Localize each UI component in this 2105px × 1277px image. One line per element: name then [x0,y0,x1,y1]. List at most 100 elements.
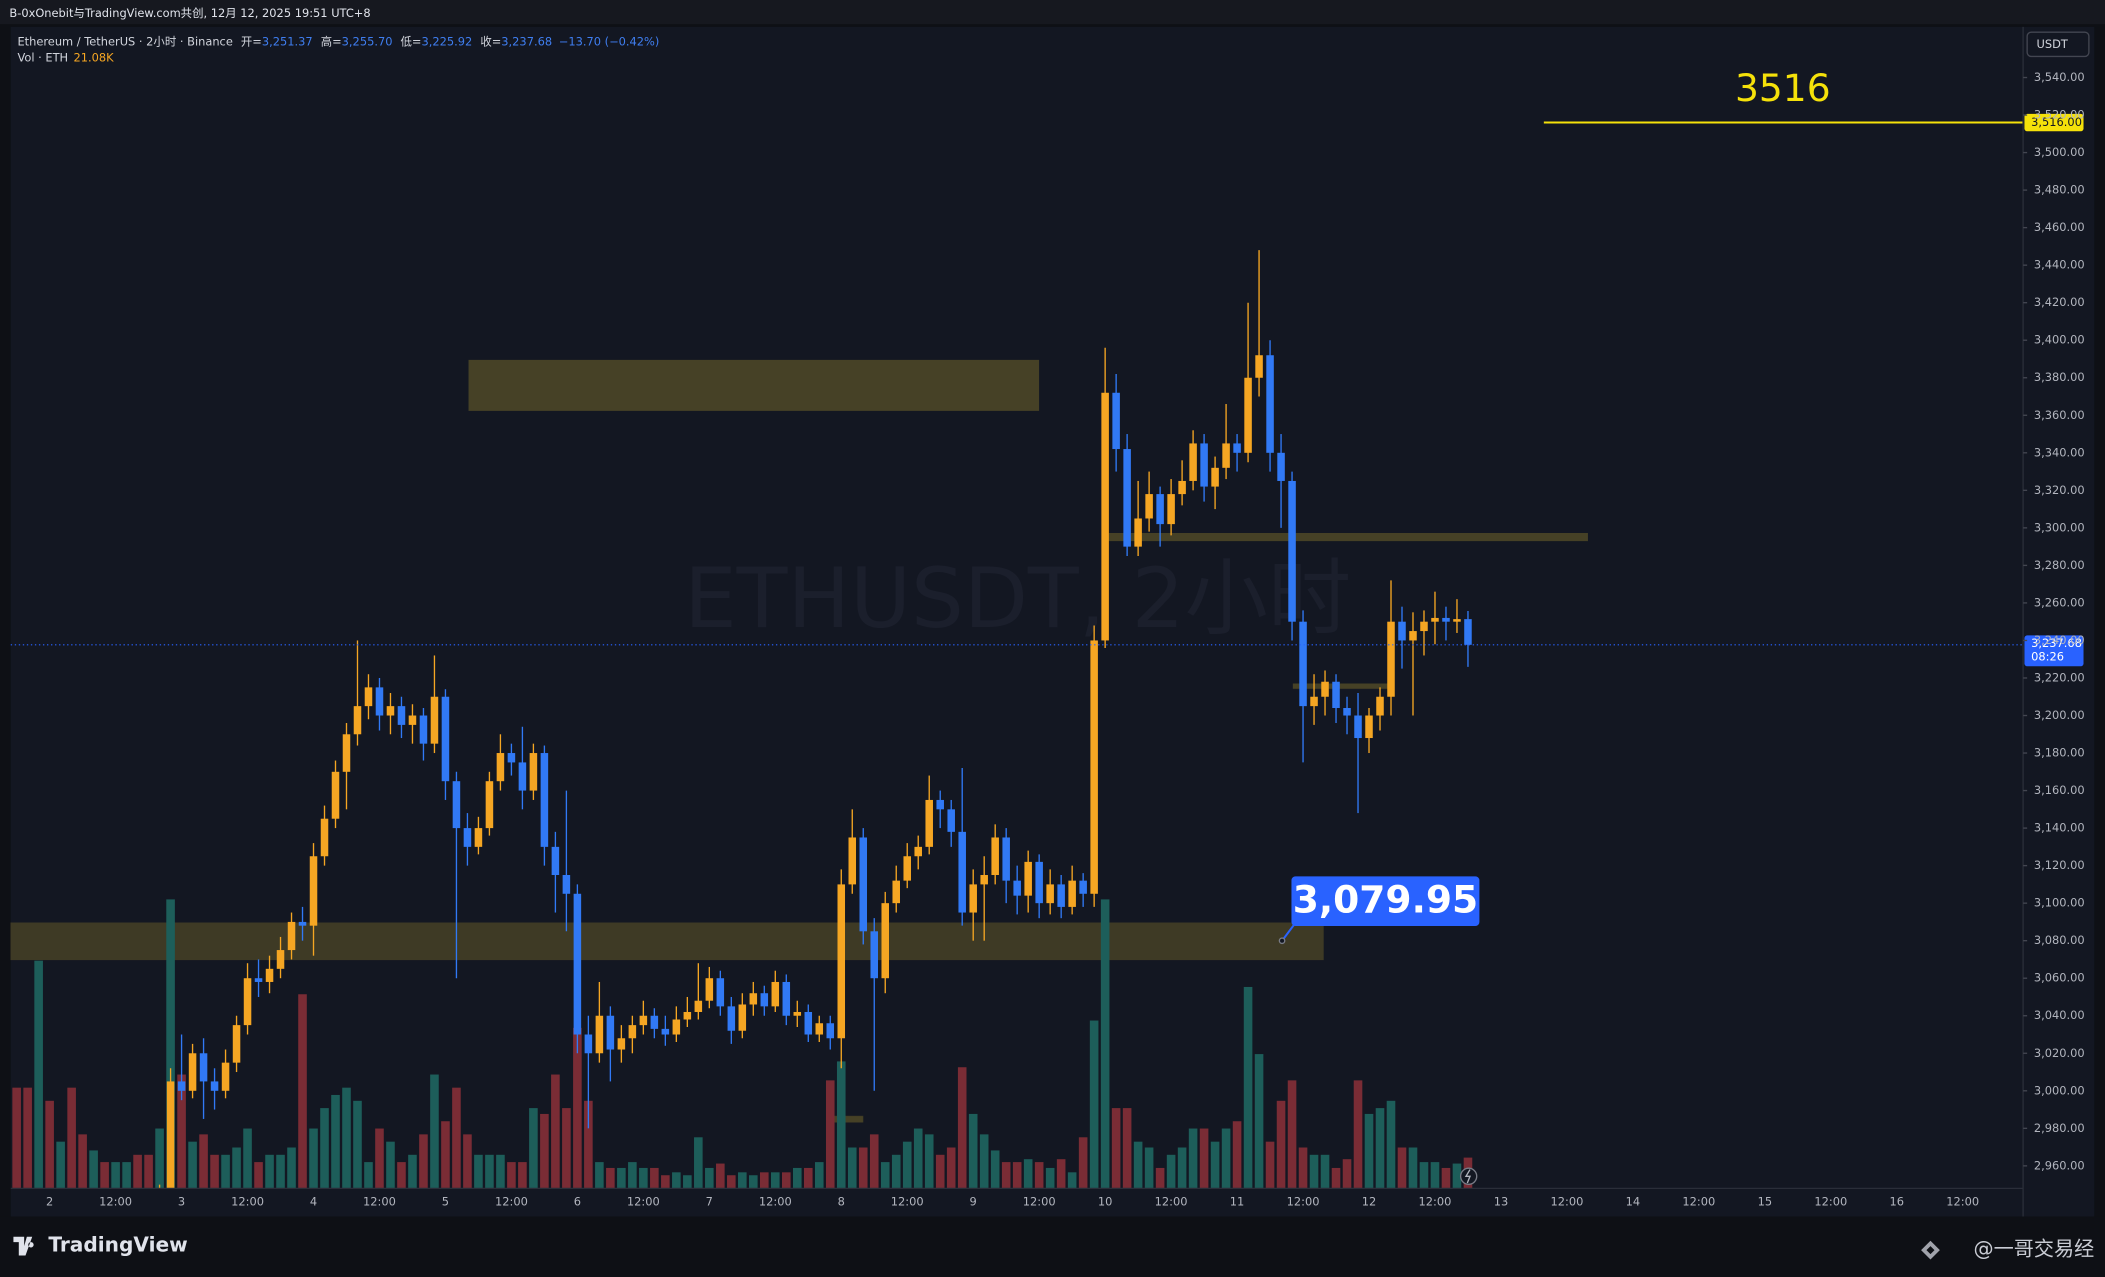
volume-bar [199,1134,208,1189]
candle-body [1079,880,1087,894]
volume-bar [650,1167,659,1189]
candle-body [1112,392,1120,450]
footer [0,1216,2105,1277]
candle-body [320,818,329,857]
volume-bar [1078,1137,1088,1189]
legend-field-value: 3,225.92 [421,34,472,48]
y-tick-label: 3,240.00 [2034,633,2085,647]
last-price-label: 3,237.68 [2031,636,2082,650]
candle-body [914,846,922,857]
candle-body [1046,884,1054,904]
volume-bar [1298,1147,1308,1189]
y-tick-label: 3,200.00 [2034,708,2085,722]
volume-bar [1023,1159,1033,1189]
y-tick-label: 2,980.00 [2034,1121,2085,1135]
y-tick-label: 3,520.00 [2034,108,2085,122]
x-tick-label: 15 [1758,1194,1773,1208]
volume-bar [1111,1108,1121,1189]
volume-bar [276,1154,285,1189]
legend-change: −13.70 (−0.42%) [559,34,660,48]
y-tick-label: 3,140.00 [2034,821,2085,835]
level-axis-label: 3,516.00 [2031,115,2082,129]
candle-body [441,696,450,782]
volume-bar [45,1100,54,1189]
candle-body [1244,377,1252,453]
volume-bar [232,1147,241,1189]
candle-body [760,993,769,1007]
volume-bar [265,1154,274,1189]
volume-bar [188,1141,197,1189]
candle-body [1453,619,1461,622]
volume-bar [320,1108,329,1189]
candle-body [1156,494,1164,525]
y-tick-label: 3,340.00 [2034,445,2085,459]
volume-bar [430,1074,439,1189]
candle-body [1167,494,1175,525]
volume-bar [342,1087,351,1189]
volume-bar [452,1087,461,1189]
volume-bar [298,994,307,1189]
candle-body [815,1023,824,1035]
x-tick-label: 13 [1494,1194,1509,1208]
y-tick-label: 3,360.00 [2034,408,2085,422]
candle-body [1255,355,1263,378]
volume-bar [375,1128,384,1189]
x-tick-label: 12:00 [1682,1194,1715,1208]
candle-body [672,1019,681,1035]
candle-body [1200,443,1208,487]
volume-bar [210,1154,219,1189]
candle-body [463,828,472,847]
y-tick-label: 3,380.00 [2034,370,2085,384]
volume-bar [1034,1162,1044,1189]
volume-bar [133,1154,142,1189]
y-tick-label: 3,280.00 [2034,558,2085,572]
candle-body [705,978,714,1001]
candle-body [1233,443,1241,453]
candle-body [771,981,780,1007]
volume-bar [1364,1113,1374,1189]
volume-bar [67,1087,76,1189]
volume-bar [144,1154,153,1189]
level-text: 3516 [1735,66,1831,110]
y-tick-label: 3,500.00 [2034,145,2085,159]
volume-bar [792,1167,802,1189]
candle-body [1321,681,1329,697]
volume-bar [617,1167,626,1189]
volume-bar [1045,1167,1055,1189]
candle-body [276,950,285,969]
candle-body [870,931,879,979]
volume-bar [1331,1167,1341,1189]
candle-body [496,753,505,782]
volume-bar [441,1121,450,1189]
volume-bar [836,1061,846,1189]
candle-body [265,968,274,982]
volume-value: 21.08K [74,50,115,64]
candle-body [606,1015,615,1050]
volume-label: Vol · ETH [17,50,68,64]
volume-bar [606,1167,615,1189]
candle-body [1013,880,1021,896]
volume-bar [243,1128,252,1189]
volume-bar [34,960,43,1189]
chart-pane [10,26,2095,1217]
candle-body [617,1038,626,1050]
volume-bar [1155,1167,1165,1189]
volume-bar [551,1074,560,1189]
volume-bar [177,1074,186,1189]
candle-body [1057,884,1065,907]
candle-body [1310,696,1318,707]
candle-body [1101,392,1109,641]
volume-bar [1276,1100,1286,1189]
volume-bar [902,1141,912,1189]
legend-field-value: 3,251.37 [262,34,313,48]
x-tick-label: 12:00 [1550,1194,1583,1208]
candle-body [221,1062,230,1091]
x-tick-label: 12:00 [1814,1194,1847,1208]
candle-body [1068,880,1076,907]
logo-icon [13,1236,34,1256]
candle-body [1266,355,1274,453]
volume-bar [540,1113,549,1189]
x-tick-label: 3 [178,1194,185,1208]
legend-field-value: 3,237.68 [501,34,552,48]
